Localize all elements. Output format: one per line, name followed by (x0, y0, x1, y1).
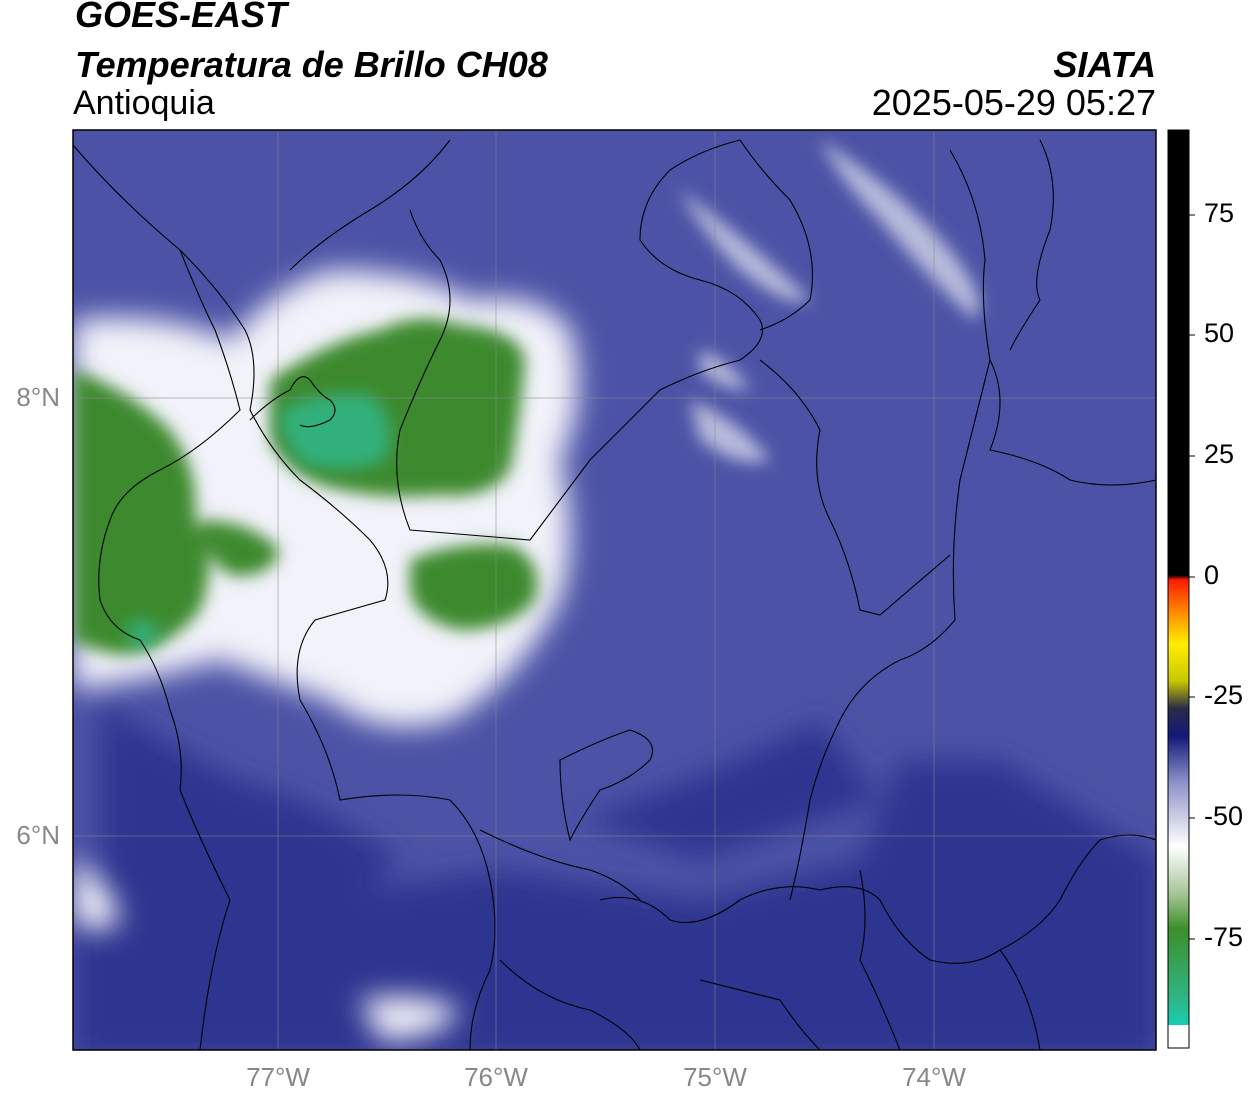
coldest-cloud-core (125, 394, 390, 649)
region-subtitle: Antioquia (73, 84, 215, 122)
satellite-title: GOES-EAST (75, 0, 288, 35)
colorbar-tick: 50 (1204, 318, 1235, 348)
map-field (73, 130, 1156, 1050)
colorbar (1167, 129, 1195, 1049)
colorbar-tick: -75 (1204, 922, 1244, 952)
lat-label-6n: 6°N (16, 820, 60, 850)
product-title: Temperatura de Brillo CH08 (75, 44, 548, 85)
colorbar-tick: -50 (1204, 801, 1244, 831)
organization-label: SIATA (1053, 44, 1156, 85)
lon-label-74w: 74°W (902, 1062, 966, 1092)
boundary-lines (73, 139, 1156, 1050)
timestamp-label: 2025-05-29 05:27 (871, 82, 1156, 123)
lon-label-77w: 77°W (246, 1062, 310, 1092)
lon-label-75w: 75°W (683, 1062, 747, 1092)
colorbar-tick: 25 (1204, 439, 1235, 469)
lat-label-8n: 8°N (16, 382, 60, 412)
colorbar-tick: 75 (1204, 198, 1235, 228)
cold-lowlands-shading (73, 700, 1156, 1050)
colorbar-tick: -25 (1204, 680, 1244, 710)
map-frame (72, 129, 1157, 1051)
thin-cloud-streaks (680, 140, 980, 463)
lon-label-76w: 76°W (464, 1062, 528, 1092)
graticule (73, 130, 1156, 1050)
colorbar-tick: 0 (1204, 560, 1220, 590)
